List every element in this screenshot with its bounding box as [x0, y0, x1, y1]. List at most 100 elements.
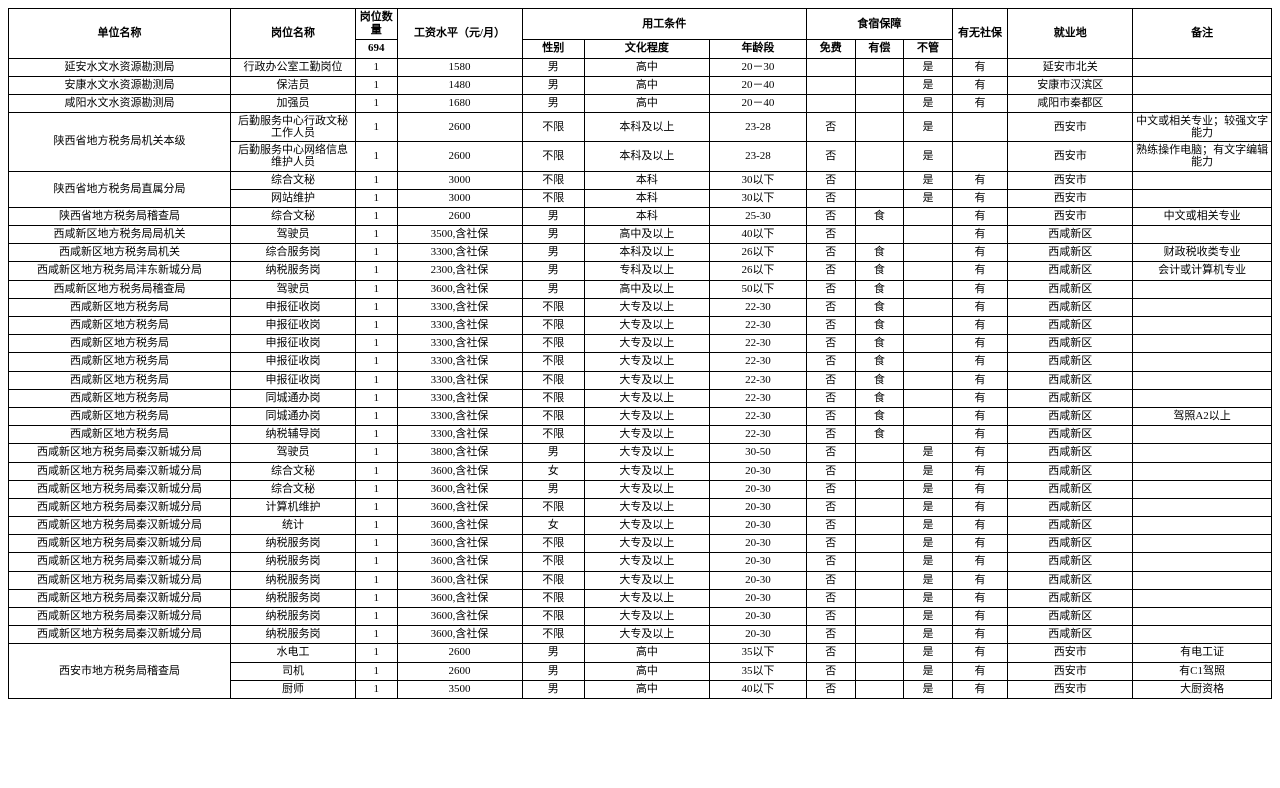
table-row: 西咸新区地方税务局秦汉新城分局统计13600,含社保女大专及以上20-30否是有…	[9, 517, 1272, 535]
cell-position: 纳税服务岗	[231, 535, 356, 553]
cell-paid	[855, 462, 904, 480]
cell-salary: 3600,含社保	[397, 589, 522, 607]
cell-social: 有	[952, 444, 1008, 462]
cell-education: 大专及以上	[584, 480, 709, 498]
cell-free: 否	[807, 644, 856, 662]
cell-gender: 不限	[522, 608, 584, 626]
table-row: 西咸新区地方税务局秦汉新城分局计算机维护13600,含社保不限大专及以上20-3…	[9, 498, 1272, 516]
header-accommodation: 食宿保障	[807, 9, 953, 40]
cell-count: 1	[355, 480, 397, 498]
header-total: 694	[355, 40, 397, 58]
cell-social: 有	[952, 280, 1008, 298]
cell-unit: 西咸新区地方税务局	[9, 426, 231, 444]
cell-count: 1	[355, 94, 397, 112]
cell-unit: 西咸新区地方税务局秦汉新城分局	[9, 498, 231, 516]
header-education: 文化程度	[584, 40, 709, 58]
cell-free: 否	[807, 571, 856, 589]
cell-paid	[855, 662, 904, 680]
cell-gender: 男	[522, 76, 584, 94]
header-position: 岗位名称	[231, 9, 356, 59]
cell-age: 22-30	[709, 371, 806, 389]
cell-social: 有	[952, 407, 1008, 425]
cell-remark	[1133, 317, 1272, 335]
header-conditions: 用工条件	[522, 9, 807, 40]
table-row: 西咸新区地方税务局申报征收岗13300,含社保不限大专及以上22-30否食有西咸…	[9, 298, 1272, 316]
cell-age: 20-30	[709, 626, 806, 644]
cell-social	[952, 113, 1008, 142]
cell-social: 有	[952, 589, 1008, 607]
cell-count: 1	[355, 171, 397, 189]
cell-free: 否	[807, 244, 856, 262]
cell-remark	[1133, 571, 1272, 589]
cell-age: 23-28	[709, 142, 806, 171]
cell-gender: 男	[522, 244, 584, 262]
table-row: 西咸新区地方税务局纳税辅导岗13300,含社保不限大专及以上22-30否食有西咸…	[9, 426, 1272, 444]
cell-remark	[1133, 171, 1272, 189]
cell-paid	[855, 571, 904, 589]
cell-social: 有	[952, 389, 1008, 407]
cell-education: 高中	[584, 644, 709, 662]
cell-remark: 驾照A2以上	[1133, 407, 1272, 425]
cell-none	[904, 371, 953, 389]
cell-none	[904, 317, 953, 335]
cell-unit: 陕西省地方税务局直属分局	[9, 171, 231, 207]
cell-none	[904, 353, 953, 371]
cell-remark	[1133, 608, 1272, 626]
cell-none	[904, 426, 953, 444]
cell-position: 水电工	[231, 644, 356, 662]
cell-none: 是	[904, 553, 953, 571]
cell-paid	[855, 589, 904, 607]
cell-paid	[855, 189, 904, 207]
cell-salary: 3600,含社保	[397, 571, 522, 589]
cell-none: 是	[904, 680, 953, 698]
cell-count: 1	[355, 462, 397, 480]
cell-unit: 西咸新区地方税务局	[9, 389, 231, 407]
cell-unit: 西咸新区地方税务局秦汉新城分局	[9, 626, 231, 644]
cell-unit: 西咸新区地方税务局	[9, 298, 231, 316]
cell-location: 西咸新区	[1008, 571, 1133, 589]
cell-none: 是	[904, 76, 953, 94]
cell-none	[904, 389, 953, 407]
cell-social: 有	[952, 426, 1008, 444]
cell-free: 否	[807, 589, 856, 607]
cell-count: 1	[355, 142, 397, 171]
cell-location: 西咸新区	[1008, 480, 1133, 498]
cell-paid	[855, 498, 904, 516]
cell-location: 咸阳市秦都区	[1008, 94, 1133, 112]
cell-paid	[855, 680, 904, 698]
cell-unit: 西咸新区地方税务局沣东新城分局	[9, 262, 231, 280]
cell-position: 统计	[231, 517, 356, 535]
cell-remark	[1133, 498, 1272, 516]
cell-free: 否	[807, 680, 856, 698]
cell-position: 驾驶员	[231, 226, 356, 244]
cell-paid: 食	[855, 244, 904, 262]
cell-social	[952, 142, 1008, 171]
cell-unit: 西咸新区地方税务局秦汉新城分局	[9, 480, 231, 498]
cell-age: 35以下	[709, 662, 806, 680]
table-row: 西咸新区地方税务局申报征收岗13300,含社保不限大专及以上22-30否食有西咸…	[9, 353, 1272, 371]
cell-gender: 不限	[522, 626, 584, 644]
cell-count: 1	[355, 517, 397, 535]
cell-count: 1	[355, 280, 397, 298]
table-row: 西咸新区地方税务局秦汉新城分局综合文秘13600,含社保男大专及以上20-30否…	[9, 480, 1272, 498]
cell-count: 1	[355, 207, 397, 225]
table-row: 西咸新区地方税务局同城通办岗13300,含社保不限大专及以上22-30否食有西咸…	[9, 407, 1272, 425]
cell-unit: 西咸新区地方税务局机关	[9, 244, 231, 262]
cell-gender: 不限	[522, 407, 584, 425]
cell-gender: 男	[522, 644, 584, 662]
cell-social: 有	[952, 94, 1008, 112]
cell-age: 30以下	[709, 171, 806, 189]
cell-free: 否	[807, 142, 856, 171]
cell-education: 大专及以上	[584, 426, 709, 444]
cell-free: 否	[807, 626, 856, 644]
cell-count: 1	[355, 553, 397, 571]
cell-location: 西安市	[1008, 662, 1133, 680]
cell-salary: 3000	[397, 171, 522, 189]
cell-education: 大专及以上	[584, 517, 709, 535]
cell-location: 西咸新区	[1008, 626, 1133, 644]
cell-free	[807, 76, 856, 94]
cell-paid	[855, 226, 904, 244]
header-age: 年龄段	[709, 40, 806, 58]
cell-remark	[1133, 335, 1272, 353]
table-row: 西咸新区地方税务局机关综合服务岗13300,含社保男本科及以上26以下否食有西咸…	[9, 244, 1272, 262]
